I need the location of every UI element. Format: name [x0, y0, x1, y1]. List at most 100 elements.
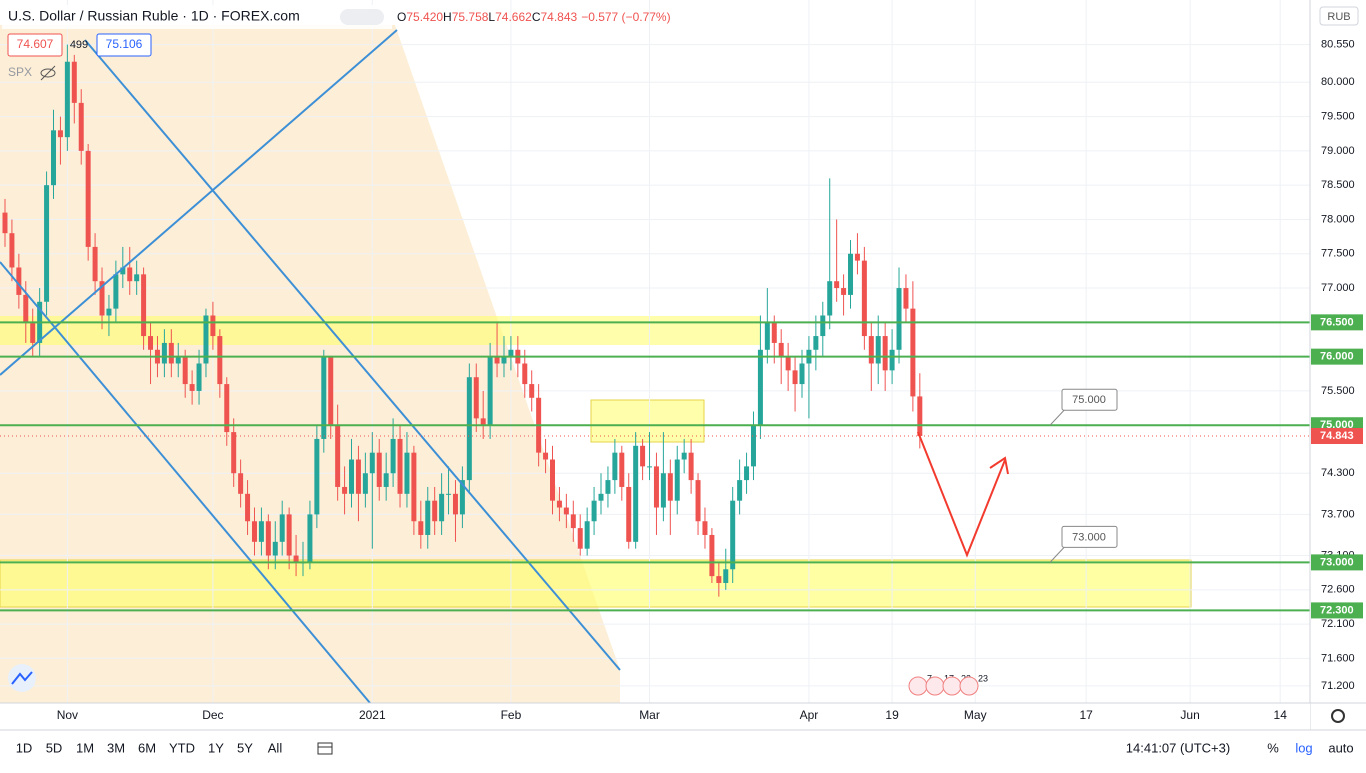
callout-box — [1061, 388, 1118, 411]
candle-body — [709, 534, 715, 577]
event-icon[interactable] — [908, 676, 928, 696]
candle-body — [730, 500, 736, 570]
ohlc-value: 75.420 — [406, 10, 443, 24]
candle-body — [404, 452, 410, 494]
channel-line — [84, 39, 621, 671]
event-icon[interactable] — [942, 676, 962, 696]
candle-body — [293, 555, 299, 563]
candle-body — [459, 480, 465, 515]
range-button[interactable]: YTD — [169, 740, 195, 755]
y-tick-label: 73.700 — [1321, 508, 1355, 520]
event-icon[interactable] — [959, 676, 979, 696]
candle-body — [681, 452, 687, 460]
ohlc-value: 75.758 — [452, 10, 489, 24]
candle-body — [231, 432, 237, 474]
candle-body — [501, 356, 507, 364]
candle-body — [446, 493, 452, 495]
candle-body — [390, 438, 396, 474]
candle-body — [737, 480, 743, 501]
hide-icon[interactable] — [40, 65, 56, 81]
range-button[interactable]: 5Y — [237, 740, 253, 755]
candle-body — [813, 336, 819, 350]
x-tick-label: Dec — [202, 708, 223, 722]
candle-body — [9, 233, 15, 268]
trend-lines — [0, 29, 621, 704]
shaded-zone — [0, 25, 620, 703]
auto-toggle[interactable]: auto — [1328, 740, 1353, 755]
candle-body — [764, 322, 770, 350]
candle-body — [452, 493, 458, 515]
candle-body — [875, 336, 881, 364]
candle-body — [245, 493, 251, 522]
candle-body — [16, 267, 22, 295]
event-icon[interactable] — [925, 676, 945, 696]
candle-body — [591, 500, 597, 522]
range-button[interactable]: All — [268, 740, 283, 755]
candle-body — [355, 459, 361, 494]
x-tick-label: Jun — [1180, 708, 1199, 722]
range-button[interactable]: 1M — [76, 740, 94, 755]
sell-button[interactable] — [7, 33, 63, 57]
candle-body — [238, 473, 244, 494]
range-button[interactable]: 5D — [46, 740, 63, 755]
zone — [590, 399, 705, 443]
candle-body — [432, 500, 438, 522]
candle-body — [848, 253, 854, 295]
y-tick-label: 72.100 — [1321, 618, 1355, 630]
zone — [0, 316, 760, 345]
range-button[interactable]: 3M — [107, 740, 125, 755]
candle-body — [328, 356, 334, 426]
candle-body — [335, 425, 341, 487]
ohlc: O75.420H75.758L74.662C74.843 −0.577 (−0.7… — [397, 10, 671, 24]
range-button[interactable]: 6M — [138, 740, 156, 755]
candle-body — [383, 473, 389, 487]
price-label-bg — [1311, 427, 1363, 444]
callout-label: 73.000 — [1072, 531, 1106, 543]
candle-body — [695, 480, 701, 522]
candle-body — [577, 528, 583, 549]
header-bg — [2, 5, 392, 29]
percent-toggle[interactable]: % — [1267, 740, 1279, 755]
candle-body — [57, 130, 63, 138]
buy-button[interactable] — [96, 33, 152, 57]
candle-body — [376, 452, 382, 487]
candle-body — [425, 500, 431, 535]
log-toggle[interactable]: log — [1295, 740, 1312, 755]
candle-body — [792, 370, 798, 385]
candle-body — [674, 459, 680, 501]
candle-body — [321, 356, 327, 439]
candle-body — [556, 500, 562, 508]
candle-body — [896, 288, 902, 350]
x-tick-label: 19 — [885, 708, 899, 722]
range-button[interactable]: 1Y — [208, 740, 224, 755]
drawings — [0, 25, 1192, 703]
candle-body — [543, 452, 549, 460]
currency: RUB — [1327, 11, 1350, 23]
candle-body — [85, 150, 91, 247]
candle-body — [723, 569, 729, 583]
level-label: 73.000 — [1320, 556, 1354, 568]
level-label: 72.300 — [1320, 604, 1354, 616]
candle-body — [584, 521, 590, 549]
calendar-icon[interactable] — [317, 742, 333, 755]
toolbar: 1D 5D 1M 3M 6M YTD 1Y 5Y All — [16, 740, 283, 755]
candle-body — [619, 452, 625, 487]
candle-body — [134, 274, 140, 282]
callout-label: 75.000 — [1072, 394, 1106, 406]
candle-body — [78, 102, 84, 151]
candle-body — [744, 466, 750, 481]
candle-body — [702, 521, 708, 535]
y-tick-label: 74.300 — [1321, 467, 1355, 479]
candle-body — [466, 377, 472, 481]
candle-body — [917, 396, 923, 436]
x-tick-label: 2021 — [359, 708, 386, 722]
ohlc-value: 74.843 — [540, 10, 577, 24]
range-button[interactable]: 1D — [16, 740, 33, 755]
x-tick-label: Feb — [501, 708, 522, 722]
settings-icon[interactable] — [1331, 709, 1345, 723]
spread: 499 — [70, 39, 88, 51]
ohlc-key: H — [443, 10, 452, 24]
x-tick-label: Mar — [639, 708, 660, 722]
candle-body — [522, 363, 528, 385]
